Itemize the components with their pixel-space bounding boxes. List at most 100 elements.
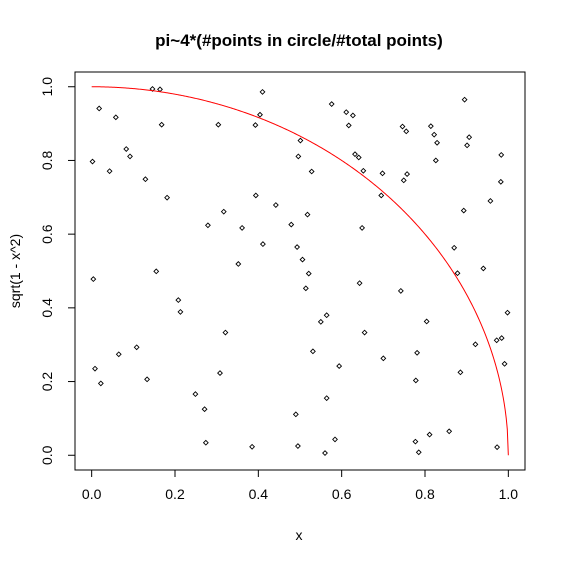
data-point (397, 287, 404, 294)
data-point (115, 351, 122, 358)
data-point (415, 449, 422, 456)
data-point (106, 168, 113, 175)
data-point (399, 123, 406, 130)
data-point (317, 318, 324, 325)
data-point (432, 157, 439, 164)
y-tick-label: 0.8 (39, 151, 55, 171)
data-point (434, 139, 441, 146)
x-tick-label: 0.6 (332, 486, 352, 502)
data-point (304, 211, 311, 218)
data-points (89, 86, 511, 456)
data-point (352, 151, 358, 158)
data-point (202, 439, 209, 446)
data-point (222, 329, 229, 336)
data-point (466, 134, 473, 141)
data-point (460, 207, 467, 214)
data-point (220, 208, 227, 215)
data-point (412, 377, 419, 384)
data-point (157, 86, 163, 93)
y-axis-label: sqrt(1 - x^2) (7, 234, 23, 308)
data-point (426, 431, 433, 438)
data-point (252, 122, 259, 129)
x-tick-label: 0.2 (165, 486, 185, 502)
data-point (288, 221, 295, 228)
data-point (380, 355, 387, 362)
data-point (164, 194, 171, 201)
data-point (158, 121, 165, 128)
data-point (297, 137, 304, 144)
data-point (308, 168, 315, 175)
data-point (257, 111, 263, 118)
data-point (359, 224, 366, 231)
data-point (332, 436, 338, 443)
data-point (403, 128, 410, 135)
data-point (305, 270, 312, 277)
data-point (259, 88, 266, 95)
data-point (302, 285, 309, 292)
data-point (97, 380, 104, 387)
data-point (498, 335, 505, 342)
quarter-circle-curve (91, 86, 509, 456)
data-point (144, 376, 151, 383)
data-point (123, 146, 130, 152)
data-point (239, 224, 246, 231)
data-point (272, 202, 279, 208)
x-tick-label: 0.0 (82, 486, 102, 502)
data-point (361, 329, 368, 336)
data-point (201, 406, 208, 413)
data-point (457, 369, 464, 376)
data-point (295, 153, 302, 160)
data-point (92, 365, 98, 372)
x-tick-label: 1.0 (499, 486, 519, 502)
data-point (501, 360, 508, 367)
data-point (345, 122, 352, 129)
data-point (427, 123, 434, 130)
y-tick-label: 0.6 (39, 224, 55, 244)
data-point (480, 265, 487, 272)
data-point (235, 261, 242, 267)
data-point (494, 444, 501, 451)
data-point (493, 337, 500, 344)
data-point (400, 177, 407, 184)
data-point (249, 443, 256, 450)
x-axis-label: x (296, 527, 303, 543)
data-point (355, 154, 362, 161)
x-tick-label: 0.8 (415, 486, 435, 502)
data-point (177, 308, 184, 315)
data-point (133, 344, 140, 351)
data-point (336, 363, 343, 370)
data-point (292, 411, 299, 418)
data-point (299, 256, 306, 263)
data-point (446, 428, 453, 435)
data-point (360, 167, 367, 174)
data-point (451, 244, 458, 251)
data-point (454, 270, 461, 277)
data-point (294, 244, 301, 250)
data-point (472, 341, 479, 348)
data-point (464, 142, 471, 149)
data-point (404, 171, 411, 178)
data-point (461, 96, 468, 103)
data-point (89, 158, 96, 165)
y-tick-label: 0.4 (39, 298, 55, 318)
data-point (204, 222, 211, 229)
y-axis: 0.0 0.2 0.4 0.6 0.8 1.0 (39, 77, 76, 465)
data-point (343, 109, 350, 116)
x-tick-label: 0.4 (249, 486, 269, 502)
data-point (323, 395, 330, 402)
data-point (127, 153, 133, 160)
data-point (328, 101, 335, 107)
data-point (294, 443, 301, 449)
data-point (215, 121, 222, 128)
data-point (112, 114, 119, 121)
data-point (96, 105, 103, 112)
data-point (153, 268, 160, 275)
data-point (192, 391, 199, 398)
data-point (497, 178, 504, 185)
data-point (175, 297, 182, 304)
data-point (252, 192, 259, 199)
chart-title: pi~4*(#points in circle/#total points) (155, 31, 443, 50)
y-tick-label: 1.0 (39, 77, 55, 97)
y-tick-label: 0.2 (39, 372, 55, 392)
